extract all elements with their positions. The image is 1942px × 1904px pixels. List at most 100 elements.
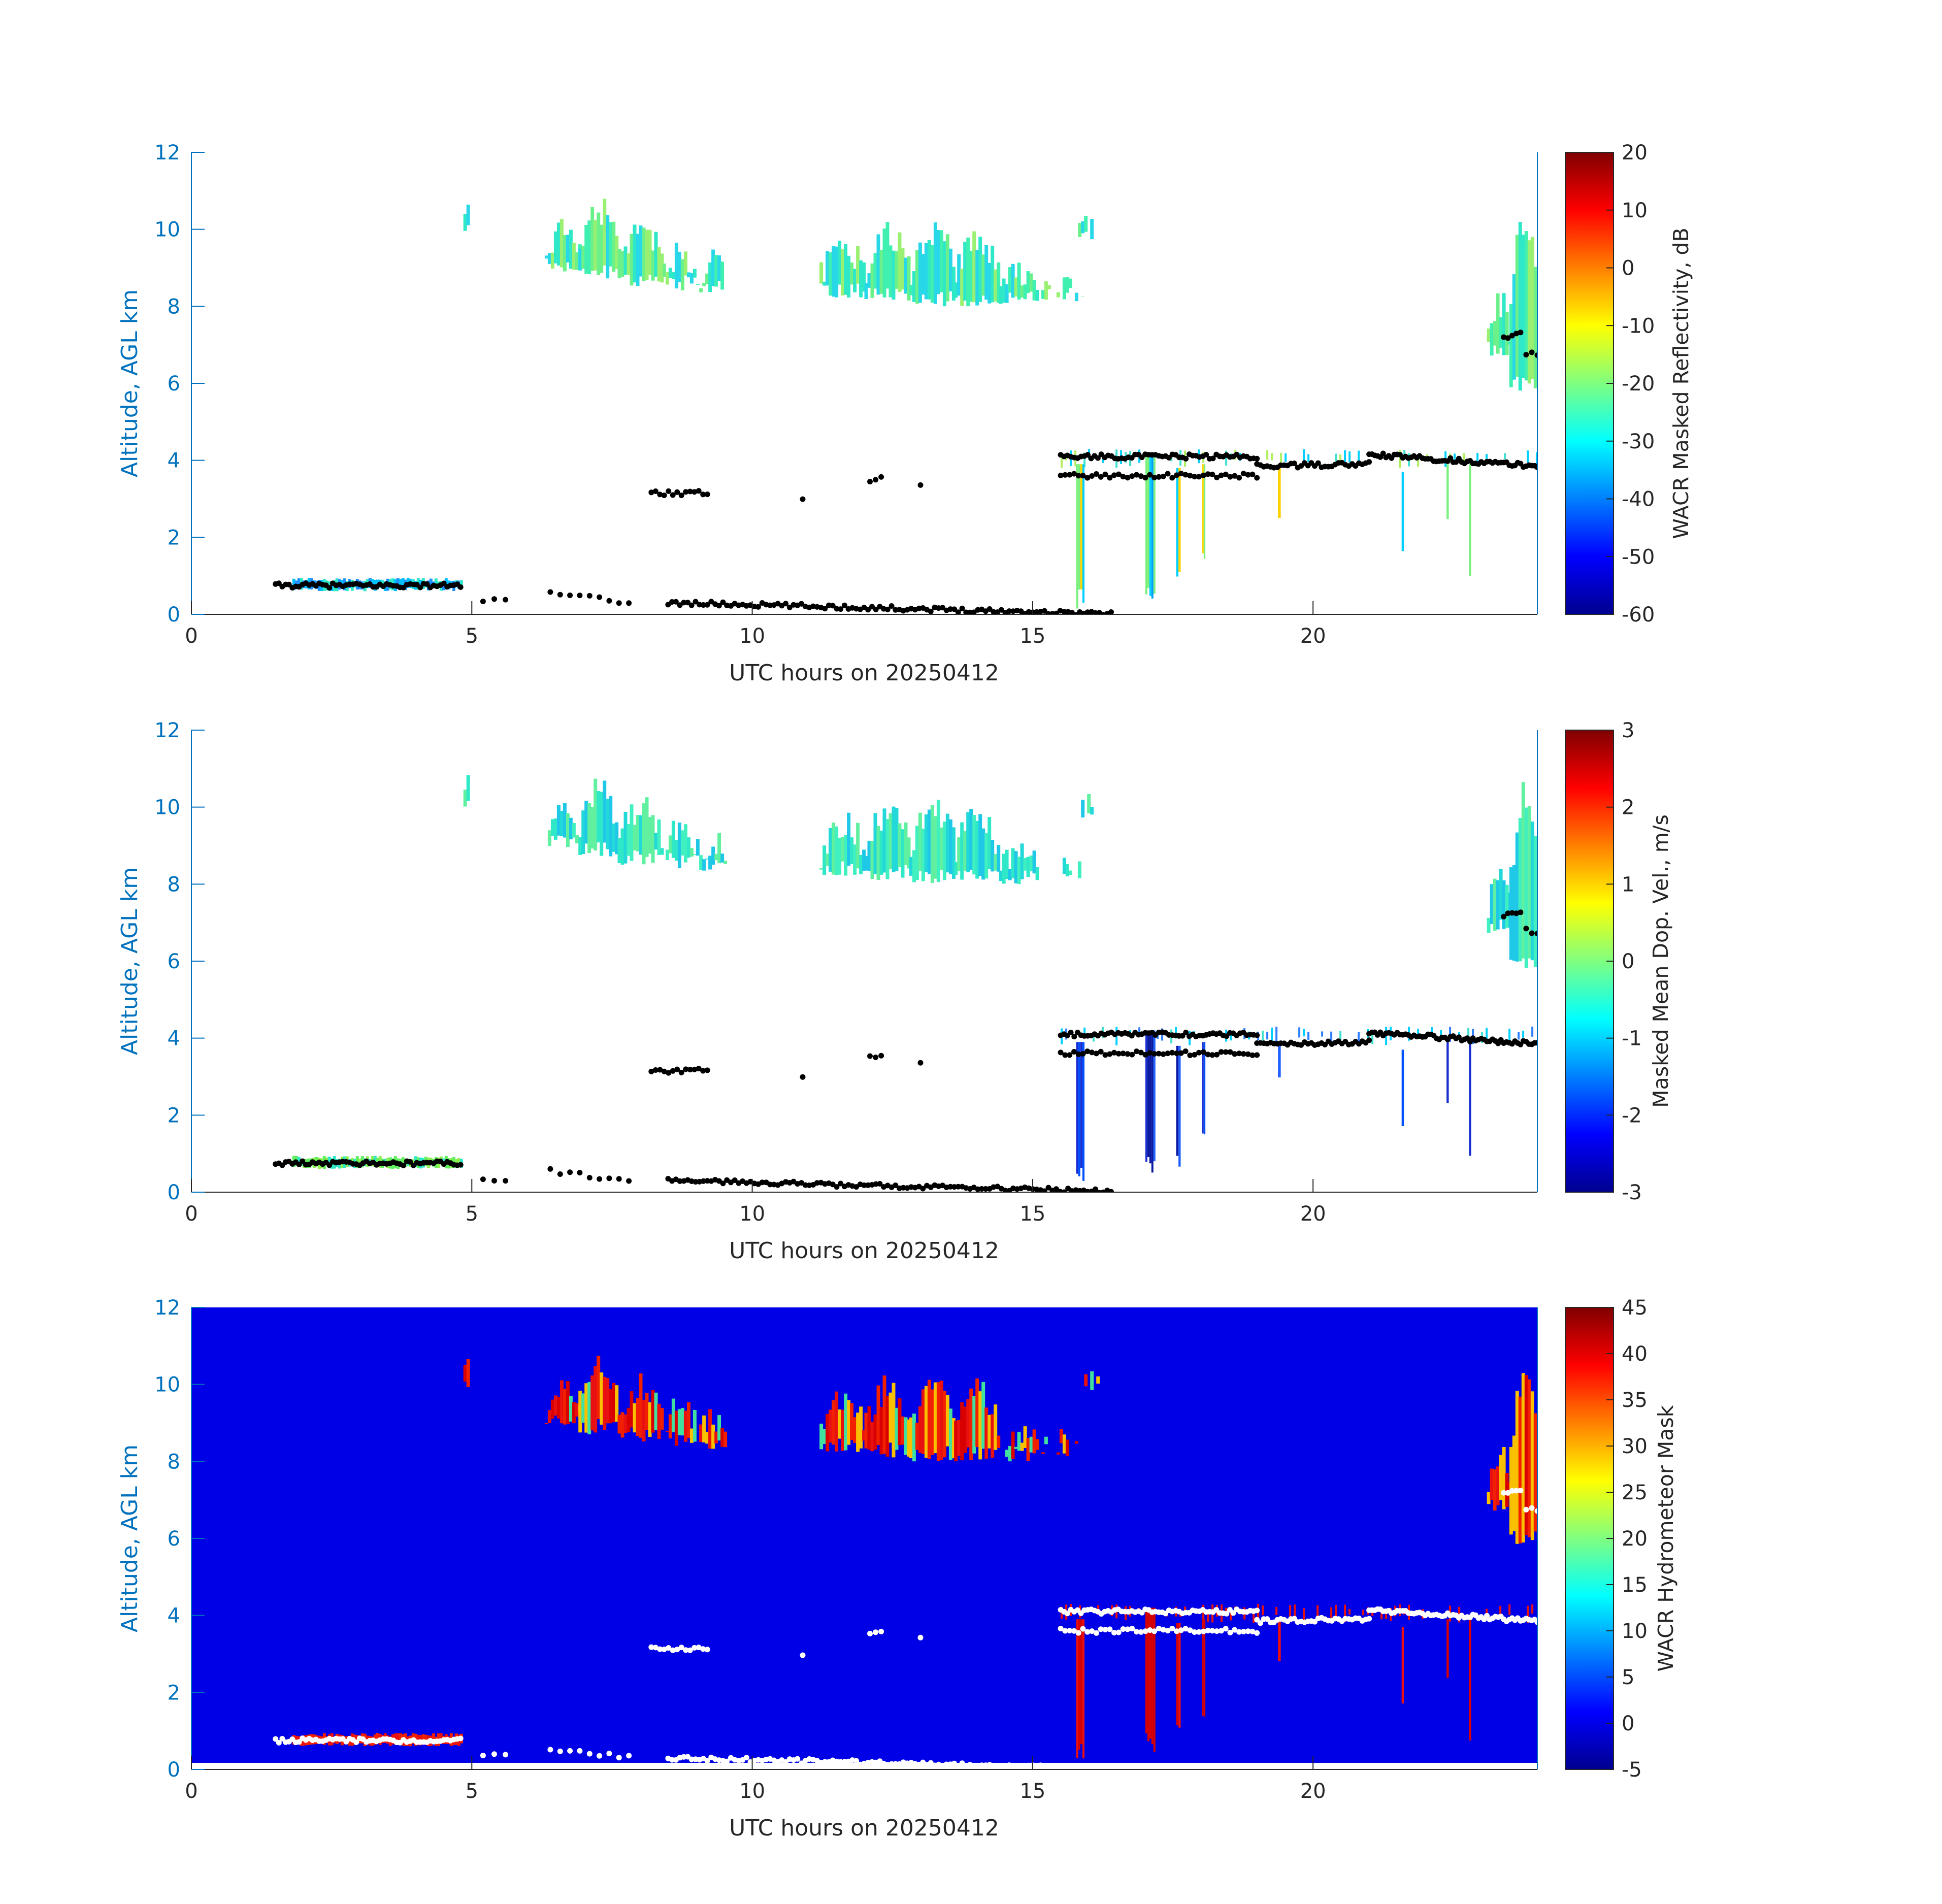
cirrus-cell <box>1524 807 1528 968</box>
cirrus-cell <box>1087 794 1091 813</box>
cirrus-cell <box>1493 878 1497 931</box>
cirrus-cell <box>680 830 684 856</box>
x-axis-label-1: UTC hours on 20250412 <box>729 660 999 686</box>
cirrus-cell <box>1068 278 1072 288</box>
ceilometer-point <box>1142 475 1148 481</box>
ceilometer-point <box>1366 1037 1372 1043</box>
ceilometer-point <box>720 599 726 605</box>
colorbar-ticks-2: -3 -2 -1 0 1 2 3 <box>1606 719 1642 1204</box>
cirrus-cell <box>999 870 1003 881</box>
ceilometer-point <box>693 599 699 605</box>
fallstreak-cell <box>1076 1619 1078 1758</box>
cirrus-cell <box>1515 832 1519 962</box>
y-tick-label: 0 <box>168 603 180 627</box>
fallstreak-cell <box>1153 452 1156 594</box>
low-cloud-cell <box>429 578 433 588</box>
cirrus-cell <box>639 1373 643 1438</box>
x-tick-label: 20 <box>1300 1202 1326 1226</box>
cirrus-cell <box>553 1395 557 1416</box>
cirrus-cell <box>862 849 866 871</box>
ceilometer-point <box>720 1180 726 1187</box>
cirrus-cell <box>873 1414 877 1450</box>
fallstreak-cell <box>1153 1030 1156 1162</box>
cirrus-cell <box>841 249 845 296</box>
cirrus-cell <box>963 1406 967 1453</box>
cirrus-cell <box>867 1406 871 1450</box>
colorbar-tick-label: 0 <box>1622 1712 1634 1735</box>
ceilometer-point <box>959 1760 965 1766</box>
cirrus-cell <box>898 823 902 867</box>
colorbar-bar-1 <box>1565 152 1614 615</box>
cirrus-cell <box>957 254 961 296</box>
ceilometer-point <box>998 607 1004 613</box>
ceilometer-point <box>1236 1629 1242 1635</box>
cirrus-cell <box>544 255 548 259</box>
cirrus-cell <box>553 818 557 840</box>
cirrus-cell <box>819 262 824 284</box>
cirrus-cell <box>921 1389 925 1454</box>
ceilometer-point <box>800 1074 806 1080</box>
cirrus-cell <box>933 816 937 879</box>
ceilometer-point <box>480 599 486 604</box>
ceilometer-point <box>1534 465 1537 470</box>
cirrus-cell <box>873 813 877 874</box>
ceilometer-point <box>1257 1620 1263 1626</box>
cirrus-cell <box>963 242 967 301</box>
ceilometer-point <box>1203 452 1209 457</box>
ceilometer-point <box>1102 1052 1108 1058</box>
ceilometer-point <box>1096 610 1102 614</box>
cirrus-cell <box>997 262 1001 303</box>
cirrus-cell <box>826 1414 830 1452</box>
ceilometer-point <box>1214 1628 1220 1634</box>
cirrus-cell <box>1056 292 1060 298</box>
mid-cloud-cell <box>1385 1609 1388 1619</box>
cirrus-cell <box>581 246 585 269</box>
ceilometer-point <box>678 1069 684 1075</box>
ceilometer-point <box>276 580 282 586</box>
ceilometer-point <box>917 1060 924 1066</box>
ceilometer-point <box>1218 472 1224 478</box>
ceilometer-point <box>557 1171 563 1177</box>
fallstreak-cell <box>1151 1607 1154 1745</box>
x-axis-label-2: UTC hours on 20250412 <box>729 1238 999 1264</box>
low-cloud-cell <box>376 1733 379 1743</box>
colorbar-3: -5 0 5 10 15 20 25 30 35 40 45 WACR Hydrometeor Ma… <box>1565 1296 1678 1782</box>
cirrus-cell <box>892 806 896 872</box>
mid-cloud-cell <box>1486 1028 1488 1041</box>
ceilometer-point <box>1071 1034 1077 1040</box>
cirrus-cell <box>975 1378 979 1447</box>
cirrus-cell <box>1502 293 1506 355</box>
fallstreak-cell <box>1469 1042 1471 1156</box>
ceilometer-point <box>688 602 695 608</box>
ceilometer-point <box>1529 930 1535 936</box>
cirrus-cell <box>909 857 913 876</box>
cirrus-cell <box>850 262 854 285</box>
cirrus-cell <box>569 1396 573 1422</box>
cirrus-cell <box>924 243 928 300</box>
ceilometer-point <box>1200 472 1206 478</box>
ceilometer-point <box>547 589 553 595</box>
ceilometer-point <box>652 1067 659 1073</box>
colorbar-tick-label: -30 <box>1622 430 1655 453</box>
cirrus-cell <box>1002 853 1006 884</box>
cirrus-cell <box>954 282 958 298</box>
mid-cloud-cell <box>1531 1604 1534 1614</box>
fallstreak-cell <box>1145 1030 1147 1162</box>
mid-cloud-cell <box>1417 454 1420 467</box>
cirrus-cell <box>948 248 952 291</box>
ceilometer-point <box>1093 1186 1099 1192</box>
ceilometer-point <box>1115 471 1122 477</box>
mid-cloud-cell <box>1253 1608 1255 1623</box>
cirrus-cell <box>1524 1375 1528 1535</box>
fallstreak-cell <box>1202 1042 1204 1134</box>
cirrus-cell <box>578 1391 582 1433</box>
cirrus-cell <box>630 234 634 286</box>
low-cloud-cell <box>327 1157 331 1166</box>
cirrus-cell <box>954 862 958 875</box>
cirrus-cell <box>1496 1466 1500 1505</box>
cirrus-cell <box>1065 1439 1069 1456</box>
fallstreak-cell <box>1176 1045 1179 1156</box>
ceilometer-point <box>692 1645 698 1651</box>
cirrus-cell <box>888 813 893 869</box>
fallstreak-cell <box>1178 1045 1181 1167</box>
